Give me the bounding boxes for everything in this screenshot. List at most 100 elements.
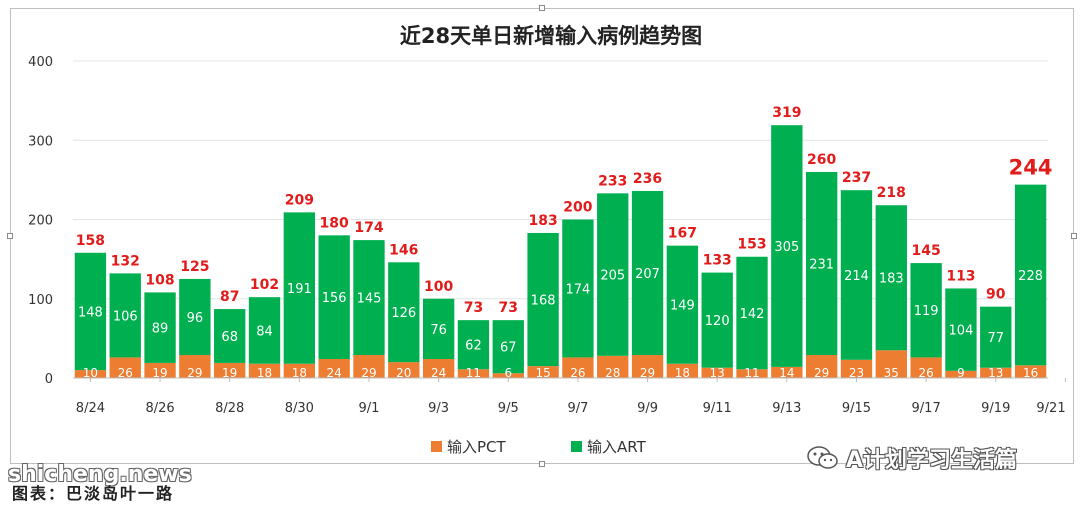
data-label-pct: 14 xyxy=(779,366,794,380)
data-label-pct: 18 xyxy=(292,366,307,380)
bar-segment-pct xyxy=(353,355,385,378)
bar-segment-art xyxy=(422,298,455,359)
bar-segment-pct xyxy=(875,350,907,378)
x-tick-label: 9/11 xyxy=(703,401,732,416)
data-label-art: 96 xyxy=(187,311,204,326)
data-label-art: 228 xyxy=(1018,269,1043,284)
bar-segment-art xyxy=(771,125,803,367)
bar-segment-pct xyxy=(74,370,107,378)
legend: 输入PCT 输入ART xyxy=(431,438,647,456)
bar-segment-art xyxy=(1014,184,1047,366)
data-label-total: 113 xyxy=(946,268,975,284)
data-label-total: 153 xyxy=(737,237,766,253)
data-label-art: 214 xyxy=(844,269,869,284)
data-label-pct: 15 xyxy=(535,366,550,380)
data-label-pct: 29 xyxy=(187,366,202,380)
data-label-pct: 29 xyxy=(640,366,655,380)
data-label-art: 62 xyxy=(465,339,482,354)
bar-segment-art xyxy=(144,292,176,363)
bar-segment-art xyxy=(353,240,385,356)
bar-segment-pct xyxy=(701,367,733,378)
data-label-total: 146 xyxy=(389,242,418,258)
legend-label-art: 输入ART xyxy=(587,438,647,456)
data-label-total: 90 xyxy=(986,287,1006,303)
data-label-art: 84 xyxy=(256,324,273,339)
x-tick-label: 8/30 xyxy=(285,401,314,416)
data-label-total: 209 xyxy=(285,192,314,208)
chart-svg: 1014815826106132198910829961251968871884… xyxy=(28,24,1066,456)
watermark-text: A计划学习生活篇 xyxy=(846,448,1018,473)
chart-frame: 10 148 158 26 106 132 19 89 108 29 96 125 19 68 87 18 84… xyxy=(10,8,1074,464)
data-label-pct: 13 xyxy=(710,366,725,380)
data-label-art: 183 xyxy=(879,272,904,287)
data-label-total: 100 xyxy=(424,279,453,295)
bar-segment-art xyxy=(701,272,733,368)
data-label-total: 73 xyxy=(464,300,483,316)
data-label-pct: 11 xyxy=(744,366,759,380)
x-tick-label: 9/21 xyxy=(1036,401,1065,416)
bar-segment-pct xyxy=(562,357,594,378)
bars xyxy=(74,125,1047,378)
data-label-total: 244 xyxy=(1009,156,1053,180)
data-label-art: 231 xyxy=(809,257,834,272)
resize-handle-left[interactable] xyxy=(7,233,13,239)
legend-label-pct: 输入PCT xyxy=(447,438,507,456)
bar-segment-art xyxy=(283,212,316,364)
bar-segment-art xyxy=(492,320,524,374)
data-label-art: 126 xyxy=(391,306,416,321)
data-label-art: 148 xyxy=(78,305,103,320)
bar-segment-art xyxy=(980,306,1012,368)
bar-segment-art xyxy=(875,205,907,351)
legend-swatch-art xyxy=(571,441,582,452)
bar-segment-art xyxy=(736,256,768,370)
bar-segment-pct xyxy=(666,363,699,378)
bar-segment-pct xyxy=(910,357,942,378)
data-label-art: 77 xyxy=(987,331,1004,346)
bar-segment-pct xyxy=(318,358,350,378)
data-label-pct: 9 xyxy=(957,366,965,380)
bar-segment-art xyxy=(666,245,699,364)
y-tick-label: 400 xyxy=(28,55,53,70)
data-label-art: 68 xyxy=(221,330,238,345)
data-label-total: 200 xyxy=(563,200,592,216)
y-tick-label: 0 xyxy=(45,372,53,387)
data-label-art: 168 xyxy=(531,294,556,309)
bar-segment-pct xyxy=(840,359,873,378)
data-label-total: 319 xyxy=(772,105,801,121)
data-label-art: 174 xyxy=(565,282,590,297)
data-label-pct: 18 xyxy=(675,366,690,380)
bar-segment-pct xyxy=(736,369,768,378)
bar-segment-art xyxy=(631,190,664,356)
bar-segment-pct xyxy=(109,357,141,378)
resize-handle-bottom[interactable] xyxy=(539,461,545,467)
bar-segment-pct xyxy=(1014,365,1047,378)
bar-segment-pct xyxy=(422,358,455,378)
data-label-total: 133 xyxy=(703,253,732,269)
resize-handle-right[interactable] xyxy=(1071,233,1077,239)
site-stamp: shicheng.news xyxy=(8,462,192,487)
data-label-art: 205 xyxy=(600,269,625,284)
data-label-art: 149 xyxy=(670,299,695,314)
bar-segment-art xyxy=(388,262,420,363)
data-label-art: 76 xyxy=(430,323,447,338)
x-tick-label: 9/5 xyxy=(498,401,519,416)
x-tick-label: 9/9 xyxy=(637,401,658,416)
resize-handle-top[interactable] xyxy=(539,5,545,11)
data-label-total: 108 xyxy=(145,272,174,288)
x-tick-label: 9/15 xyxy=(842,401,871,416)
data-label-total: 183 xyxy=(528,213,557,229)
bar-segment-art xyxy=(248,297,281,364)
data-label-pct: 26 xyxy=(118,366,133,380)
data-label-pct: 29 xyxy=(361,366,376,380)
bar-segment-art xyxy=(214,309,246,363)
bar-segment-art xyxy=(179,278,211,356)
bar-segment-pct xyxy=(457,369,490,378)
bar-segment-art xyxy=(562,219,594,358)
data-label-pct: 13 xyxy=(988,366,1003,380)
data-label-art: 207 xyxy=(635,267,660,282)
wechat-watermark: A计划学习生活篇 xyxy=(806,444,1018,473)
bar-segment-pct xyxy=(771,366,803,378)
x-tick-label: 9/17 xyxy=(912,401,941,416)
bar-segment-pct xyxy=(144,362,176,378)
data-label-pct: 19 xyxy=(152,366,167,380)
